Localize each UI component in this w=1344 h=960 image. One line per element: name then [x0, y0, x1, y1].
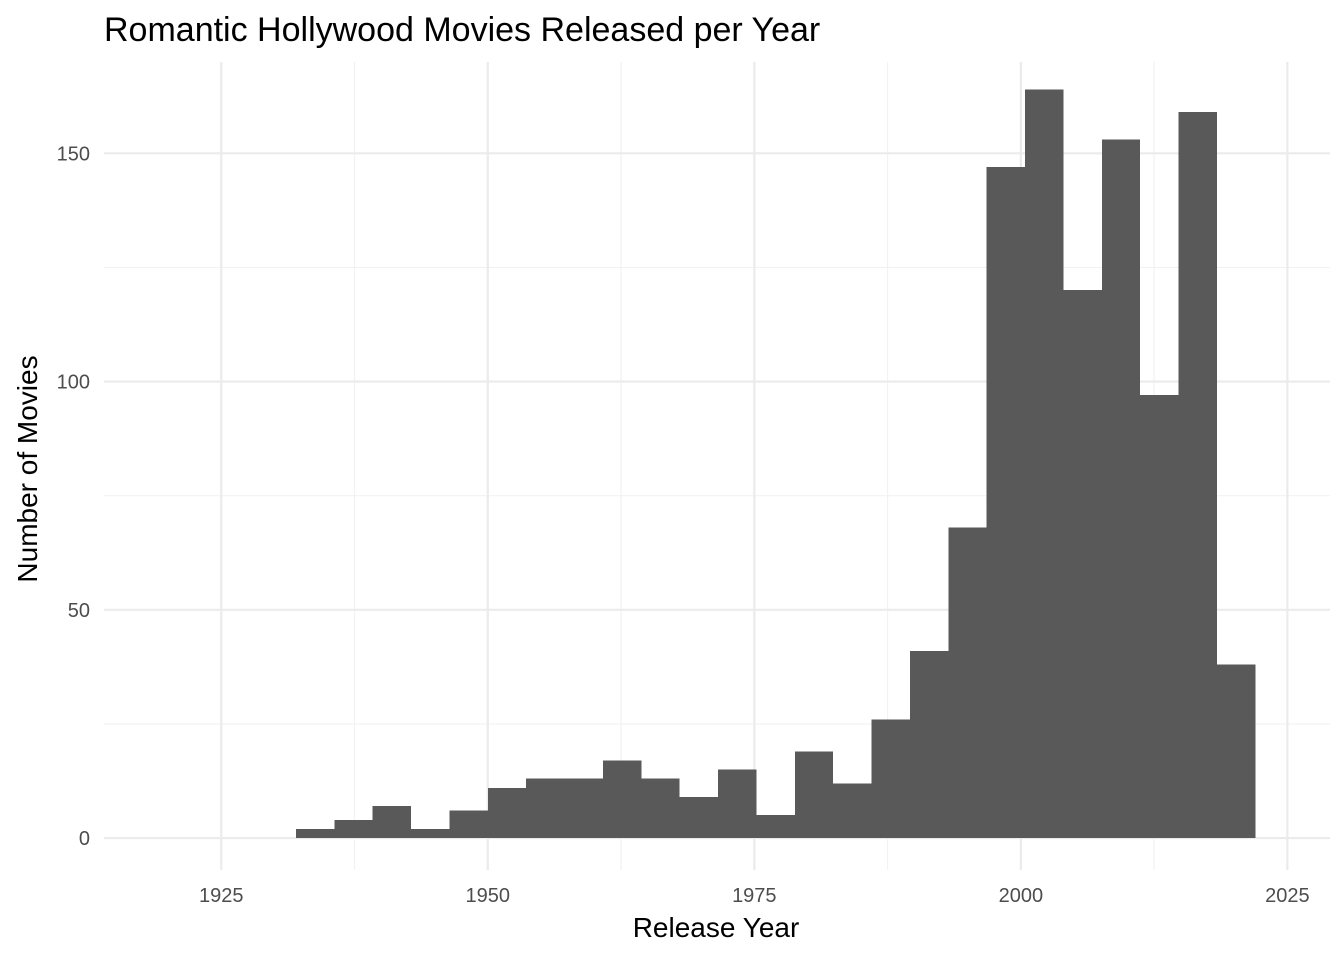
histogram-bar	[833, 783, 872, 839]
histogram-bar	[1140, 395, 1179, 839]
histogram-bar	[794, 751, 834, 839]
histogram-bar	[1178, 112, 1217, 839]
y-tick-label: 150	[57, 143, 90, 165]
x-axis-title: Release Year	[633, 912, 800, 943]
histogram-bar	[411, 828, 450, 839]
histogram-bar	[564, 778, 603, 839]
minor-gridlines	[104, 62, 1330, 870]
y-axis-tick-labels: 0 50 100 150	[57, 143, 90, 850]
y-axis-title: Number of Movies	[12, 355, 43, 582]
histogram-bar	[372, 806, 412, 839]
histogram-bar	[641, 778, 680, 839]
histogram-bar	[909, 650, 949, 839]
x-axis-tick-labels: 1925 1950 1975 2000 2025	[199, 885, 1310, 907]
chart-title: Romantic Hollywood Movies Released per Y…	[104, 11, 820, 49]
histogram-bar	[756, 815, 795, 839]
histogram-bar	[871, 719, 910, 839]
histogram-bar	[449, 810, 488, 839]
x-tick-label: 2000	[999, 885, 1044, 907]
histogram-bar	[679, 796, 719, 839]
x-tick-label: 1975	[732, 885, 777, 907]
y-tick-label: 100	[57, 372, 90, 394]
histogram-bar	[1101, 139, 1141, 839]
histogram-bar	[1025, 89, 1064, 839]
histogram-bars	[295, 89, 1256, 839]
histogram-bar	[948, 527, 987, 839]
histogram-bar	[295, 828, 335, 839]
x-tick-label: 1950	[466, 885, 511, 907]
x-tick-label: 2025	[1265, 885, 1310, 907]
y-tick-label: 0	[79, 828, 90, 850]
histogram-bar	[526, 778, 565, 839]
histogram-bar	[487, 787, 527, 839]
x-tick-label: 1925	[199, 885, 244, 907]
histogram-bar	[602, 760, 642, 839]
histogram-bar	[1063, 290, 1102, 839]
histogram-bar	[334, 819, 373, 839]
y-tick-label: 50	[68, 600, 90, 622]
histogram-bar	[986, 166, 1026, 839]
histogram-bar	[718, 769, 757, 839]
histogram-bar	[1216, 664, 1256, 839]
